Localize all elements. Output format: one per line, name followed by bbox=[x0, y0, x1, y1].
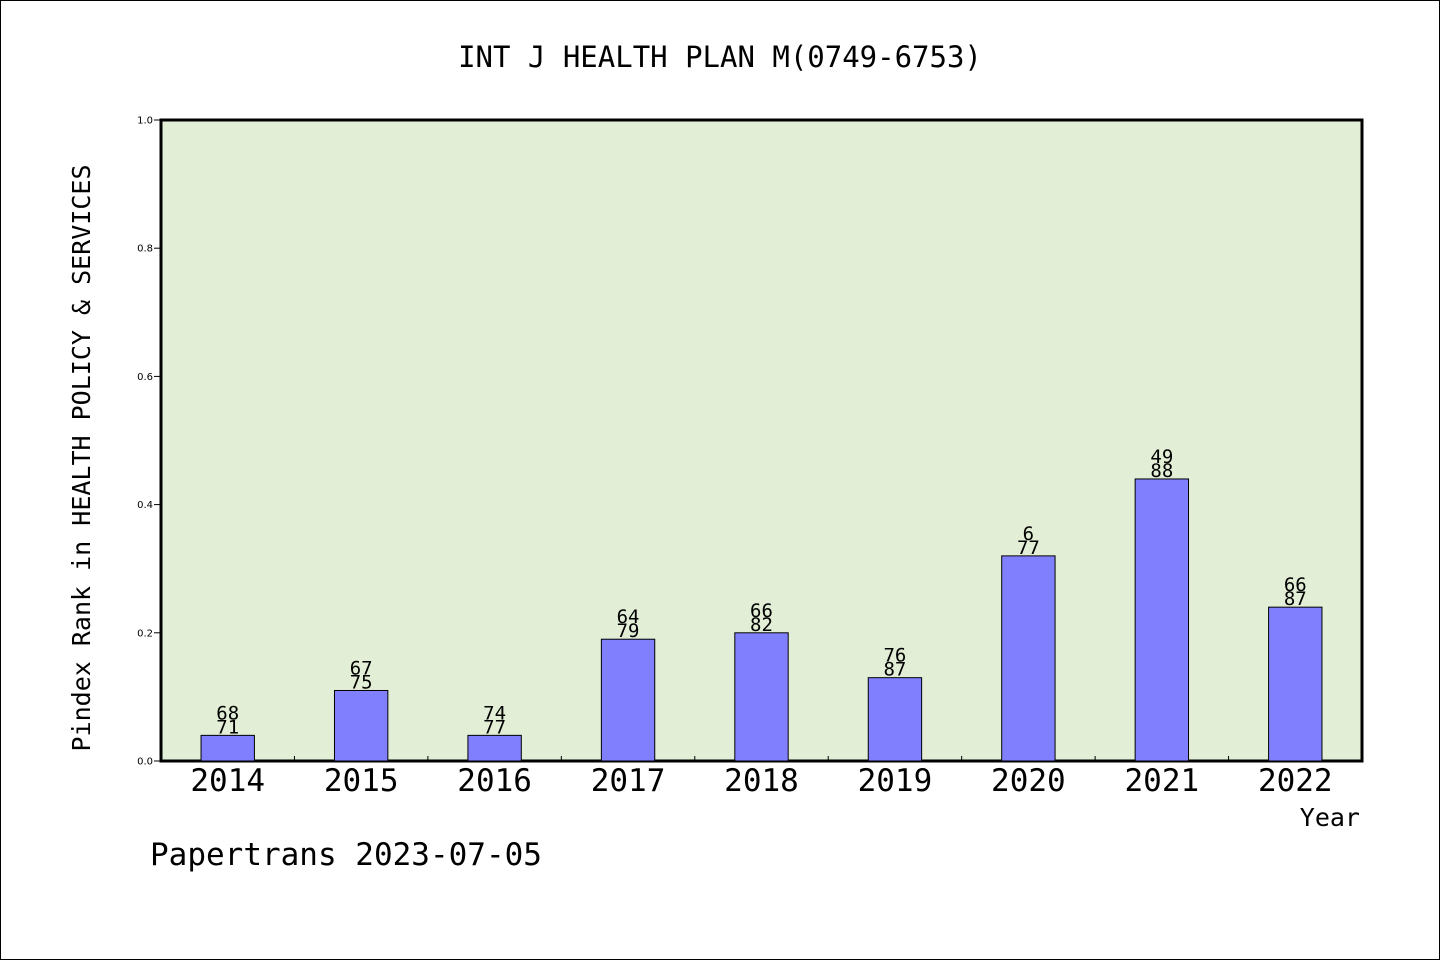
bar-2021 bbox=[1134, 478, 1190, 762]
bar-rank-label: 76 bbox=[883, 645, 906, 667]
y-axis: 0.0 0.2 0.4 0.6 0.8 1.0 bbox=[137, 116, 161, 768]
y-tick-label: 0.2 bbox=[137, 628, 153, 639]
bar-2017 bbox=[600, 638, 656, 762]
y-tick-label: 0.6 bbox=[137, 372, 153, 383]
bar-2018 bbox=[734, 632, 789, 762]
bar-total-label: 87 bbox=[883, 659, 906, 681]
bar-total-label: 82 bbox=[750, 614, 773, 636]
y-axis-label: Pindex Rank in HEALTH POLICY & SERVICES bbox=[67, 165, 96, 752]
bar-2019 bbox=[867, 677, 923, 762]
bar-total-label: 77 bbox=[483, 716, 506, 738]
x-axis: 2014 2015 2016 2017 2018 2019 2020 2021 2022 bbox=[190, 756, 1333, 799]
bar-rank-label: 67 bbox=[350, 657, 373, 679]
bar-total-label: 87 bbox=[1284, 588, 1307, 610]
bar-total-label: 71 bbox=[216, 716, 239, 738]
chart-title: INT J HEALTH PLAN M(0749-6753) bbox=[458, 40, 982, 74]
bar-total-label: 88 bbox=[1150, 460, 1173, 482]
x-tick-label: 2020 bbox=[991, 763, 1066, 799]
y-tick-label: 1.0 bbox=[137, 116, 153, 127]
footer-credit: Papertrans 2023-07-05 bbox=[150, 837, 542, 873]
bar-2015 bbox=[333, 689, 389, 762]
x-tick-label: 2018 bbox=[724, 763, 799, 799]
bar-rank-label: 49 bbox=[1150, 446, 1173, 468]
bar-rank-label: 68 bbox=[216, 702, 239, 724]
x-tick-label: 2019 bbox=[858, 763, 933, 799]
y-tick-label: 0.0 bbox=[137, 757, 153, 768]
bar-total-label: 77 bbox=[1017, 537, 1040, 559]
bar-rank-label: 6 bbox=[1023, 523, 1034, 545]
x-tick-label: 2017 bbox=[591, 763, 666, 799]
x-tick-label: 2022 bbox=[1258, 763, 1333, 799]
x-tick-label: 2014 bbox=[190, 763, 265, 799]
bar-2014 bbox=[200, 734, 255, 762]
bar-2016 bbox=[467, 734, 522, 762]
bar-total-label: 79 bbox=[617, 620, 640, 642]
bar-rank-label: 66 bbox=[1284, 574, 1307, 596]
x-tick-label: 2015 bbox=[324, 763, 399, 799]
x-axis-label: Year bbox=[1300, 803, 1360, 832]
bar-rank-label: 64 bbox=[617, 606, 640, 628]
y-tick-label: 0.4 bbox=[137, 500, 153, 511]
bar-rank-label: 74 bbox=[483, 702, 506, 724]
bar-rank-label: 66 bbox=[750, 600, 773, 622]
bar-2020 bbox=[1001, 555, 1056, 762]
x-tick-label: 2021 bbox=[1125, 763, 1200, 799]
bar-total-label: 75 bbox=[350, 671, 373, 693]
x-tick-label: 2016 bbox=[457, 763, 532, 799]
y-tick-label: 0.8 bbox=[137, 244, 153, 255]
bar-2022 bbox=[1268, 606, 1323, 762]
